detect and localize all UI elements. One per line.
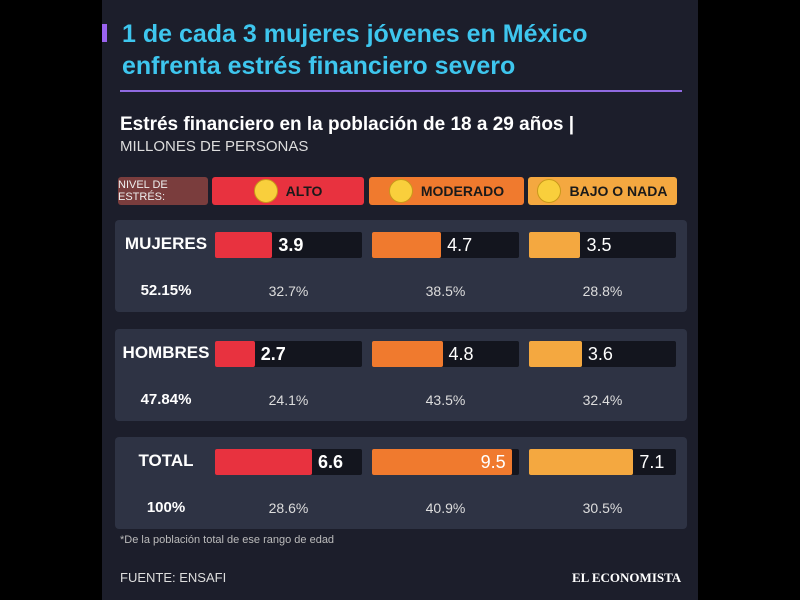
- percent-label: 32.7%: [268, 283, 309, 299]
- value-label: 6.6: [318, 452, 344, 472]
- value-label: 4.7: [447, 235, 473, 255]
- source: FUENTE: ENSAFI: [120, 570, 227, 585]
- unit-label: MILLONES DE PERSONAS: [120, 138, 309, 155]
- category-label: MUJERES: [124, 234, 208, 253]
- value-label: 3.5: [586, 235, 612, 255]
- value-label: 7.1: [639, 452, 665, 472]
- bar: [215, 449, 313, 475]
- value-label: 3.9: [278, 235, 304, 255]
- legend-item: MODERADO: [369, 177, 524, 205]
- rule: [120, 90, 682, 92]
- brand: EL ECONOMISTA: [572, 570, 682, 585]
- percent-label: 40.9%: [425, 500, 466, 516]
- bar: [529, 449, 634, 475]
- bar: [372, 449, 512, 475]
- percent-label: 30.5%: [582, 500, 623, 516]
- legend-item: BAJO O NADA: [528, 177, 677, 205]
- percent-label: 24.1%: [268, 391, 309, 408]
- value-label: 4.8: [448, 343, 474, 364]
- emoji: [253, 179, 278, 203]
- bar: [215, 232, 273, 258]
- percent-label: 28.6%: [268, 500, 309, 516]
- bar: [529, 340, 582, 367]
- emoji: [537, 179, 562, 203]
- legend-label: ALTO: [285, 183, 323, 199]
- percent-label: 32.4%: [582, 391, 623, 408]
- share-label: 52.15%: [140, 282, 192, 299]
- legend-label: MODERADO: [420, 183, 505, 199]
- category-label: TOTAL: [138, 451, 194, 470]
- legend-title: NIVEL DE ESTRÉS:: [118, 177, 208, 205]
- category-label: HOMBRES: [122, 342, 210, 362]
- bar: [215, 340, 255, 367]
- accent: [102, 24, 107, 42]
- bar: [372, 340, 443, 367]
- percent-label: 28.8%: [582, 283, 623, 299]
- subtitle: Estrés financiero en la población de 18 …: [120, 114, 575, 135]
- bar: [372, 232, 442, 258]
- chart-title: 1 de cada 3 mujeres jóvenes en México en…: [122, 20, 588, 80]
- legend-label: BAJO O NADA: [569, 183, 668, 199]
- value-label: 9.5: [480, 452, 506, 472]
- footnote: *De la población total de ese rango de e…: [120, 534, 335, 546]
- percent-label: 38.5%: [425, 283, 466, 299]
- infographic: 1 de cada 3 mujeres jóvenes en México en…: [102, 0, 698, 600]
- value-label: 3.6: [587, 343, 613, 364]
- bar: [529, 232, 581, 258]
- percent-label: 43.5%: [425, 391, 466, 408]
- legend-item: ALTO: [212, 177, 364, 205]
- share-label: 100%: [146, 499, 186, 516]
- value-label: 2.7: [260, 343, 286, 364]
- share-label: 47.84%: [140, 390, 192, 408]
- emoji: [388, 179, 413, 203]
